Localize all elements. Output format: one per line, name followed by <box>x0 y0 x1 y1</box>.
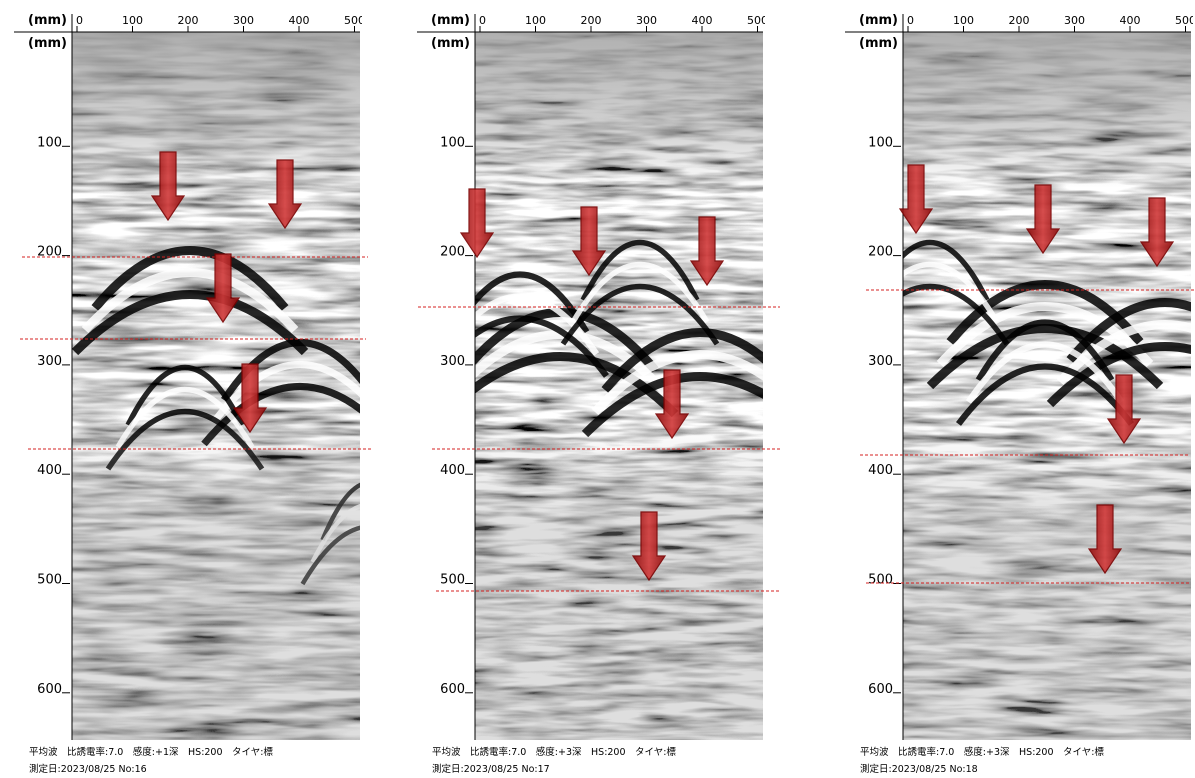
red-arrow <box>267 159 303 230</box>
x-tick-label: 200 <box>178 14 199 27</box>
red-arrow <box>1087 504 1123 575</box>
x-tick-label: 300 <box>1064 14 1085 27</box>
footer-settings: 平均波 比誘電率:7.0 感度:+3深 HS:200 タイヤ:標 <box>860 746 1104 758</box>
x-tick-label: 400 <box>692 14 713 27</box>
footer-settings: 平均波 比誘電率:7.0 感度:+1深 HS:200 タイヤ:標 <box>29 746 273 758</box>
x-axis: 0 100 200 300 400 500 600 <box>76 14 421 32</box>
x-tick-label: 600 <box>400 14 421 27</box>
red-arrow <box>232 363 268 434</box>
x-tick-label: 400 <box>289 14 310 27</box>
x-tick-label: 400 <box>1120 14 1141 27</box>
radar-panel: (mm) (mm) 0 100 200 300 400 500 600 100 200 300 400 5… <box>845 13 1195 775</box>
x-tick-label: 0 <box>907 14 914 27</box>
y-tick-label: 600 <box>440 682 465 697</box>
x-tick-label: 0 <box>479 14 486 27</box>
red-arrow <box>898 164 934 235</box>
red-arrow <box>571 206 607 277</box>
x-unit: (mm) <box>28 13 67 28</box>
radar-image <box>475 32 763 740</box>
y-unit: (mm) <box>431 36 470 51</box>
y-tick-label: 200 <box>37 245 62 260</box>
x-tick-label: 300 <box>636 14 657 27</box>
x-unit: (mm) <box>431 13 470 28</box>
red-arrow <box>1106 374 1142 445</box>
red-arrow <box>1025 184 1061 255</box>
y-tick-label: 300 <box>868 354 893 369</box>
radar-image <box>903 32 1191 740</box>
x-tick-label: 500 <box>747 14 768 27</box>
y-tick-label: 400 <box>868 463 893 478</box>
x-tick-label: 500 <box>1175 14 1195 27</box>
red-arrow <box>150 151 186 222</box>
y-tick-label: 100 <box>440 135 465 150</box>
y-tick-label: 100 <box>37 135 62 150</box>
y-tick-label: 500 <box>440 573 465 588</box>
footer-date: 測定日:2023/08/25 No:16 <box>29 763 147 775</box>
x-tick-label: 100 <box>122 14 143 27</box>
x-tick-label: 100 <box>953 14 974 27</box>
radar-image <box>72 32 360 740</box>
red-arrow <box>205 253 241 324</box>
contrast-overlay <box>72 32 360 740</box>
x-tick-label: 300 <box>233 14 254 27</box>
footer-date: 測定日:2023/08/25 No:17 <box>432 763 550 775</box>
y-tick-label: 300 <box>440 354 465 369</box>
y-tick-label: 100 <box>868 135 893 150</box>
y-tick-label: 200 <box>440 245 465 260</box>
x-axis: 0 100 200 300 400 500 600 <box>479 14 824 32</box>
y-tick-label: 200 <box>868 245 893 260</box>
radar-panel: (mm) (mm) 0 100 200 300 400 500 600 100 200 300 400 5… <box>417 13 824 775</box>
contrast-overlay <box>903 32 1191 740</box>
x-tick-label: 0 <box>76 14 83 27</box>
x-tick-label: 200 <box>1009 14 1030 27</box>
x-tick-label: 100 <box>525 14 546 27</box>
x-tick-label: 200 <box>581 14 602 27</box>
x-tick-label: 600 <box>803 14 824 27</box>
red-arrow <box>689 216 725 287</box>
red-arrow <box>654 369 690 440</box>
y-tick-label: 500 <box>868 573 893 588</box>
y-tick-label: 400 <box>440 463 465 478</box>
contrast-overlay <box>475 32 763 740</box>
red-arrow <box>1139 197 1175 268</box>
footer-date: 測定日:2023/08/25 No:18 <box>860 763 978 775</box>
y-tick-label: 600 <box>868 682 893 697</box>
radar-panel: (mm) (mm) 0 100 200 300 400 500 600 100 200 300 400 5… <box>14 13 421 775</box>
y-unit: (mm) <box>859 36 898 51</box>
red-arrow <box>631 511 667 582</box>
y-tick-label: 300 <box>37 354 62 369</box>
y-tick-label: 500 <box>37 573 62 588</box>
red-arrow <box>459 188 495 259</box>
y-unit: (mm) <box>28 36 67 51</box>
y-tick-label: 600 <box>37 682 62 697</box>
x-tick-label: 500 <box>344 14 365 27</box>
x-unit: (mm) <box>859 13 898 28</box>
footer-settings: 平均波 比誘電率:7.0 感度:+3深 HS:200 タイヤ:標 <box>432 746 676 758</box>
y-tick-label: 400 <box>37 463 62 478</box>
